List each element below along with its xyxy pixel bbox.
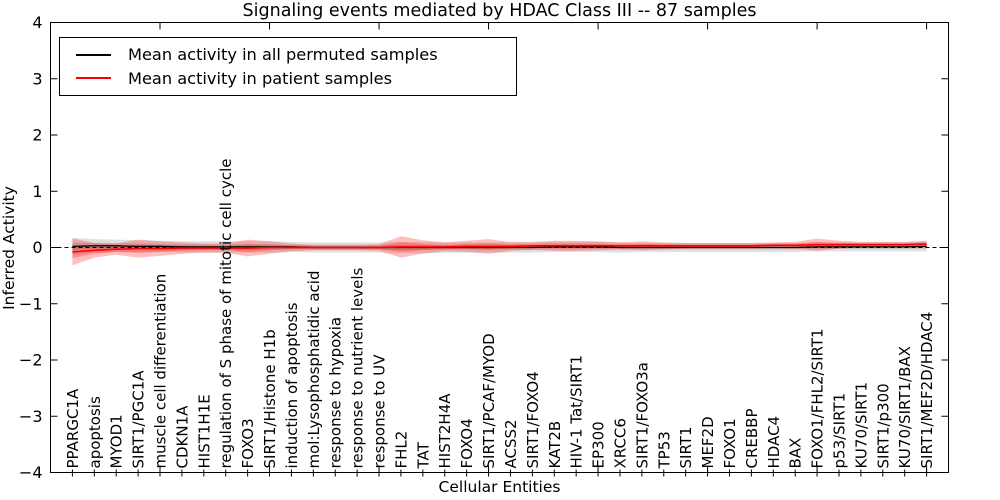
x-category-label: CDKN1A	[173, 405, 191, 469]
x-category-label: response to hypoxia	[327, 317, 345, 469]
x-axis-label: Cellular Entities	[438, 478, 561, 496]
x-category-label: KU70/SIRT1	[852, 382, 870, 469]
x-category-label: mol:Lysophosphatidic acid	[305, 271, 323, 469]
x-category-label: response to UV	[371, 354, 389, 469]
legend-entry-patient: Mean activity in patient samples	[76, 67, 506, 91]
x-category-label: HIV-1 Tat/SIRT1	[568, 355, 586, 469]
y-tick-label: −4	[19, 463, 43, 482]
x-category-label: KU70/SIRT1/BAX	[896, 346, 914, 468]
x-category-label: HDAC4	[765, 416, 783, 469]
x-category-label: SIRT1/Histone H1b	[261, 329, 279, 468]
x-category-label: FOXO4	[458, 418, 476, 468]
x-category-label: muscle cell differentiation	[152, 274, 170, 469]
y-tick-label: −1	[19, 294, 43, 313]
y-tick-label: 1	[32, 182, 42, 201]
x-category-label: EP300	[590, 421, 608, 468]
y-tick-label: 0	[32, 238, 42, 257]
y-tick-label: 3	[32, 69, 42, 88]
y-axis-label: Inferred Activity	[0, 186, 18, 310]
chart-title: Signaling events mediated by HDAC Class …	[242, 1, 757, 21]
x-category-label: p53/SIRT1	[830, 393, 848, 469]
legend-label-patient: Mean activity in patient samples	[128, 68, 393, 88]
y-tick-label: −2	[19, 351, 43, 370]
x-category-label: FHL2	[392, 431, 410, 469]
legend-line-black-icon	[76, 53, 111, 56]
x-category-label: FOXO1/FHL2/SIRT1	[809, 328, 827, 468]
x-category-label: TAT	[414, 441, 432, 469]
legend-label-permuted: Mean activity in all permuted samples	[128, 45, 438, 65]
x-category-label: TP53	[655, 431, 673, 469]
x-category-label: response to nutrient levels	[349, 267, 367, 468]
x-category-label: SIRT1/FOXO4	[524, 371, 542, 468]
x-category-label: CREBBP	[743, 409, 761, 469]
patient-mean-line	[72, 243, 927, 253]
y-tick-label: 4	[32, 13, 42, 32]
legend-line-red-icon	[76, 77, 111, 80]
legend-entry-permuted: Mean activity in all permuted samples	[76, 43, 506, 67]
y-tick-label: 2	[32, 126, 42, 145]
x-category-label: apoptosis	[86, 396, 104, 468]
x-category-label: KAT2B	[546, 421, 564, 469]
x-category-label: SIRT1/p300	[874, 383, 892, 468]
patient-band-outer	[72, 236, 927, 266]
x-category-label: MEF2D	[699, 416, 717, 468]
x-category-label: ACSS2	[502, 419, 520, 468]
legend-box: Mean activity in all permuted samples Me…	[59, 37, 517, 96]
x-category-label: SIRT1/MEF2D/HDAC4	[918, 312, 936, 469]
x-category-label: SIRT1/PGC1A	[130, 370, 148, 469]
x-category-label: regulation of S phase of mitotic cell cy…	[217, 159, 235, 469]
y-tick-label: −3	[19, 407, 43, 426]
permuted-mean-line	[72, 245, 927, 249]
x-category-label: HIST2H4A	[436, 393, 454, 469]
x-category-label: SIRT1	[677, 427, 695, 469]
x-category-label: SIRT1/PCAF/MYOD	[480, 333, 498, 468]
x-category-label: FOXO1	[721, 418, 739, 468]
x-category-label: XRCC6	[611, 418, 629, 468]
x-category-label: MYOD1	[108, 414, 126, 468]
x-category-label: induction of apoptosis	[283, 302, 301, 468]
x-category-label: BAX	[787, 438, 805, 469]
x-category-label: FOXO3	[239, 418, 257, 468]
x-category-label: PPARGC1A	[64, 388, 82, 468]
x-category-label: SIRT1/FOXO3a	[633, 362, 651, 468]
x-category-label: HIST1H1E	[195, 394, 213, 468]
